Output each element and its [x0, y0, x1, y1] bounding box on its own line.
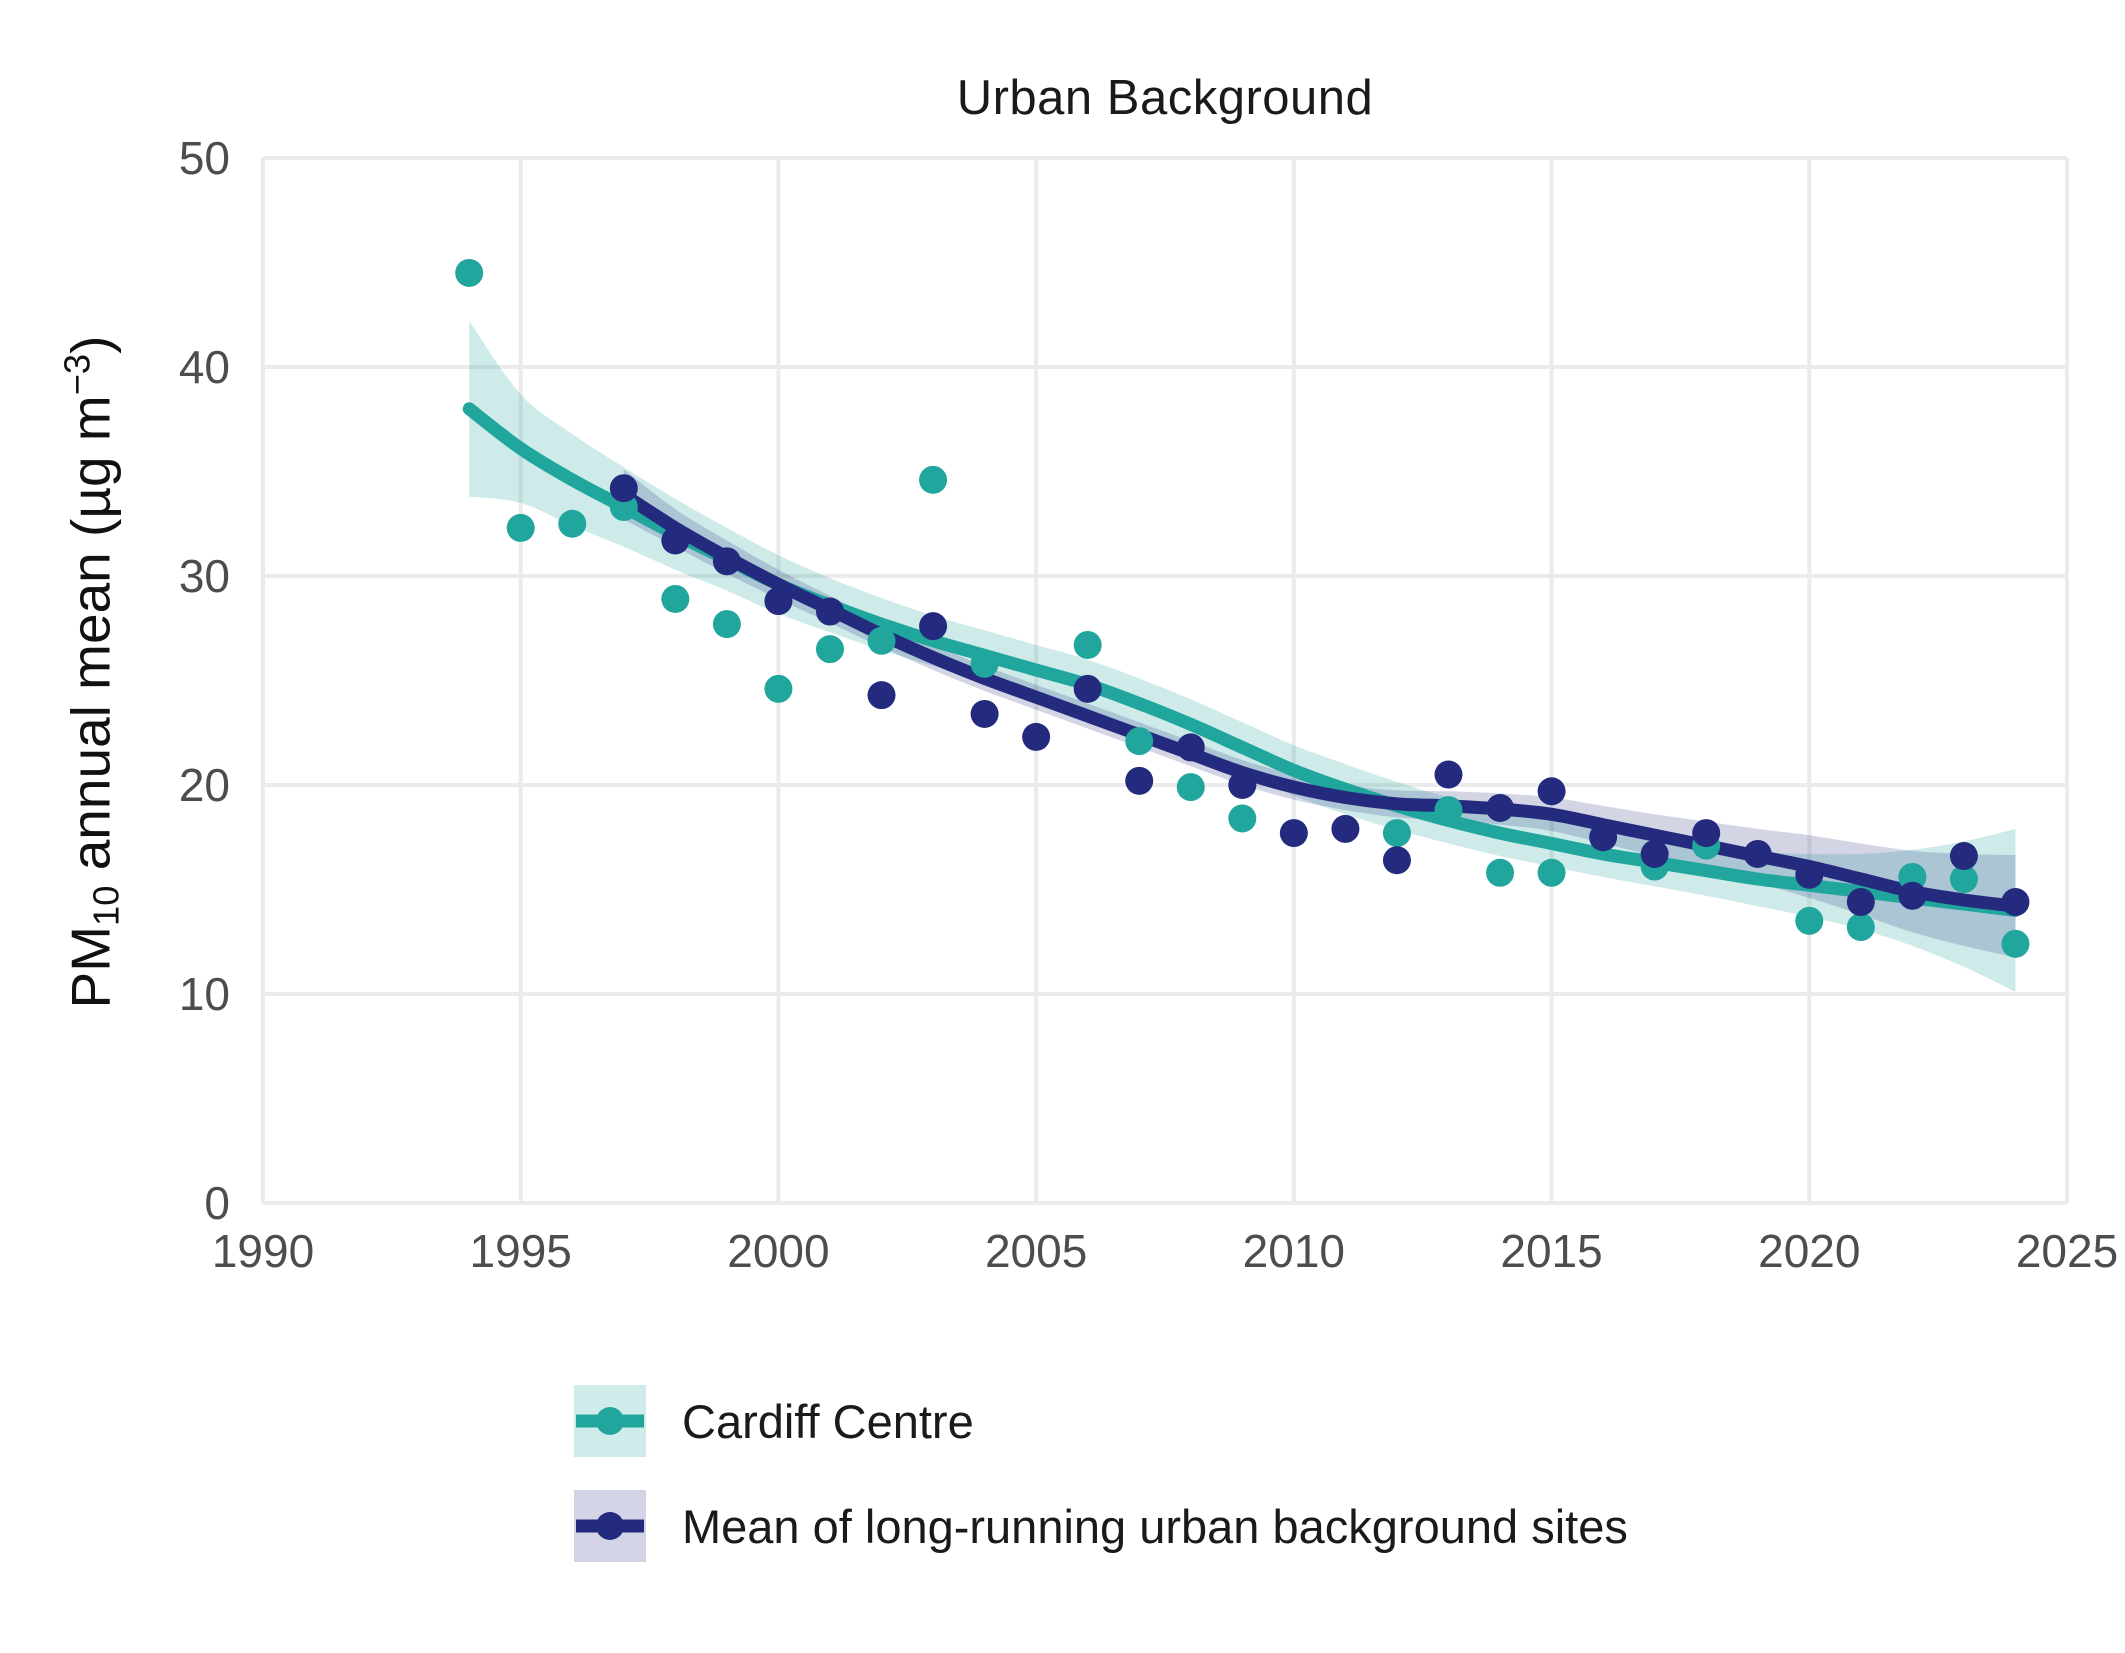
y-tick-label-50: 50: [179, 132, 230, 184]
legend-label-cardiff-centre: Cardiff Centre: [682, 1394, 974, 1448]
points-mean-sites: [609, 474, 2030, 917]
point-cardiff-centre-2024: [2001, 929, 2030, 958]
point-cardiff-centre-2014: [1486, 858, 1515, 887]
point-cardiff-centre-2015: [1537, 858, 1566, 887]
x-tick-label-2010: 2010: [1243, 1225, 1345, 1277]
legend-dot-mean-sites: [596, 1512, 624, 1540]
point-cardiff-centre-2021: [1846, 913, 1875, 942]
point-cardiff-centre-2007: [1125, 727, 1154, 756]
point-cardiff-centre-2001: [815, 635, 844, 664]
point-mean-sites-1997: [609, 474, 638, 503]
legend-item-cardiff-centre: Cardiff Centre: [574, 1385, 1628, 1457]
point-mean-sites-2001: [815, 597, 844, 626]
point-mean-sites-2012: [1382, 846, 1411, 875]
x-axis-tick-labels: 1990 1995 2000 2005 2010 2015 2020 2025: [212, 1225, 2118, 1277]
point-mean-sites-2002: [867, 681, 896, 710]
point-cardiff-centre-2002: [867, 626, 896, 655]
point-mean-sites-2004: [970, 699, 999, 728]
point-cardiff-centre-1999: [712, 610, 741, 639]
points-cardiff-centre: [455, 258, 2030, 958]
x-tick-label-2005: 2005: [985, 1225, 1087, 1277]
confidence-ribbon-cardiff-centre: [469, 321, 2016, 992]
point-cardiff-centre-2009: [1228, 804, 1257, 833]
point-mean-sites-2003: [919, 612, 948, 641]
chart-title: Urban Background: [956, 71, 1374, 125]
point-cardiff-centre-2004: [970, 649, 999, 678]
legend-label-mean-sites: Mean of long-running urban background si…: [682, 1499, 1628, 1553]
point-mean-sites-2008: [1176, 733, 1205, 762]
point-cardiff-centre-1996: [558, 509, 587, 538]
point-mean-sites-2007: [1125, 766, 1154, 795]
point-mean-sites-2022: [1898, 881, 1927, 910]
point-mean-sites-2017: [1640, 839, 1669, 868]
point-cardiff-centre-2008: [1176, 773, 1205, 802]
legend-key-cardiff-centre-icon: [574, 1385, 646, 1457]
x-tick-label-2020: 2020: [1758, 1225, 1860, 1277]
point-mean-sites-2000: [764, 587, 793, 616]
point-cardiff-centre-1995: [506, 513, 535, 542]
x-tick-label-2025: 2025: [2016, 1225, 2118, 1277]
point-cardiff-centre-2023: [1949, 865, 1978, 894]
point-cardiff-centre-1994: [455, 258, 484, 287]
y-tick-label-10: 10: [179, 968, 230, 1020]
point-mean-sites-2011: [1331, 814, 1360, 843]
y-tick-label-40: 40: [179, 341, 230, 393]
legend-glyph-cardiff-centre: [574, 1385, 646, 1457]
point-mean-sites-2019: [1743, 839, 1772, 868]
point-mean-sites-2009: [1228, 771, 1257, 799]
point-mean-sites-2016: [1589, 823, 1618, 852]
x-tick-label-2000: 2000: [727, 1225, 829, 1277]
point-mean-sites-2023: [1949, 842, 1978, 871]
y-tick-label-30: 30: [179, 550, 230, 602]
trend-line-mean-sites: [617, 488, 2022, 913]
point-mean-sites-1998: [661, 526, 690, 555]
gridlines: [261, 156, 2069, 1205]
point-cardiff-centre-2000: [764, 674, 793, 703]
point-cardiff-centre-2012: [1382, 819, 1411, 848]
y-axis-tick-labels: 0 10 20 30 40 50: [179, 132, 230, 1229]
point-mean-sites-2006: [1073, 674, 1102, 703]
point-mean-sites-2015: [1537, 777, 1566, 806]
point-mean-sites-2024: [2001, 888, 2030, 917]
point-cardiff-centre-1998: [661, 584, 690, 613]
point-mean-sites-2014: [1486, 793, 1515, 822]
y-tick-label-0: 0: [204, 1177, 230, 1229]
point-mean-sites-2010: [1279, 819, 1308, 848]
point-mean-sites-2018: [1692, 819, 1721, 848]
legend: Cardiff Centre Mean of long-running urba…: [574, 1385, 1628, 1595]
point-cardiff-centre-2003: [919, 465, 948, 494]
legend-dot-cardiff-centre: [596, 1407, 624, 1435]
point-mean-sites-2013: [1434, 760, 1463, 789]
x-tick-label-1995: 1995: [470, 1225, 572, 1277]
x-tick-label-2015: 2015: [1500, 1225, 1602, 1277]
legend-key-mean-sites-icon: [574, 1490, 646, 1562]
point-mean-sites-2021: [1846, 888, 1875, 917]
point-mean-sites-1999: [712, 547, 741, 576]
x-tick-label-1990: 1990: [212, 1225, 314, 1277]
legend-item-mean-sites: Mean of long-running urban background si…: [574, 1490, 1628, 1562]
point-mean-sites-2005: [1022, 722, 1051, 751]
y-tick-label-20: 20: [179, 759, 230, 811]
legend-glyph-mean-sites: [574, 1490, 646, 1562]
point-mean-sites-2020: [1795, 860, 1824, 889]
point-cardiff-centre-2013: [1434, 796, 1463, 825]
point-cardiff-centre-2020: [1795, 906, 1824, 935]
point-cardiff-centre-2006: [1073, 630, 1102, 659]
